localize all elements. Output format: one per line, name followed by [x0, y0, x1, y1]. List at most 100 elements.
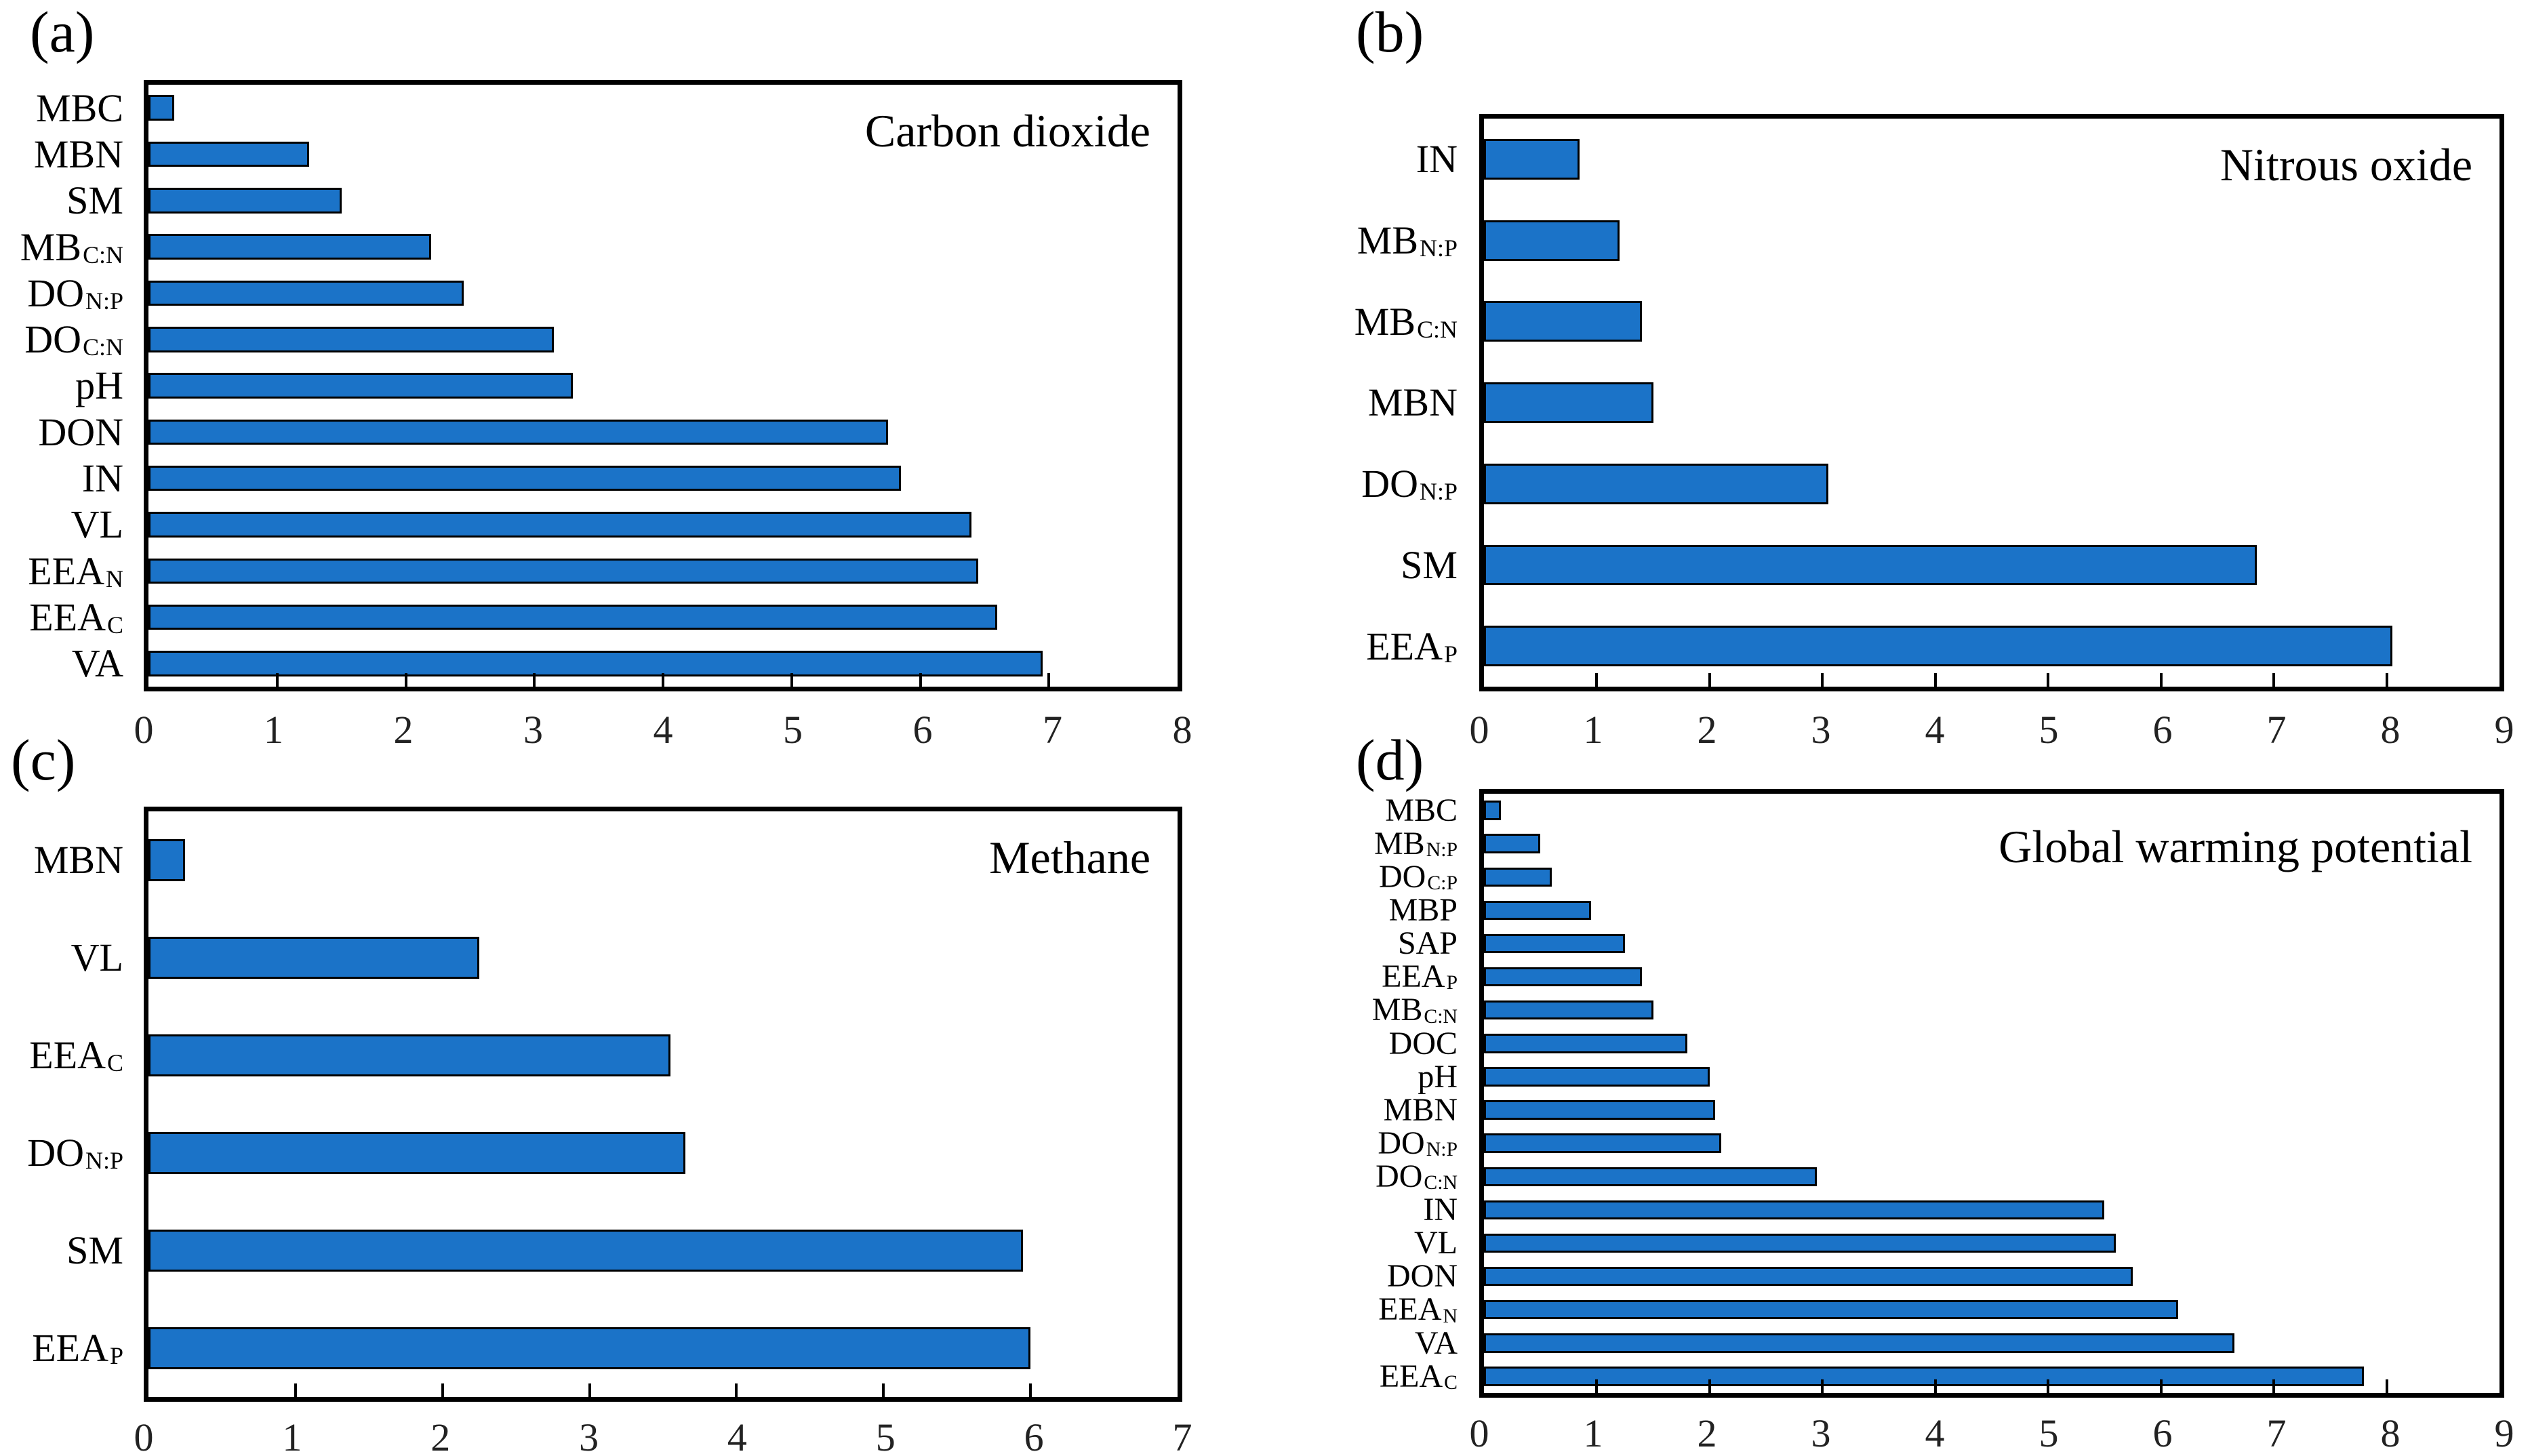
bar-row	[1484, 1027, 2499, 1060]
panel-a-title: Carbon dioxide	[864, 105, 1150, 157]
category-label-text: pH	[1418, 1058, 1458, 1095]
tick-label: 3	[1811, 1411, 1831, 1455]
bar	[1484, 933, 1626, 954]
category-label: MB C:N	[1288, 281, 1470, 362]
bar	[1484, 544, 2257, 586]
category-label: EEA P	[1288, 960, 1470, 994]
category-label-text: pH	[75, 363, 123, 408]
bar	[1484, 1100, 1716, 1120]
category-label: EEA C	[0, 1007, 136, 1104]
tick-mark	[1933, 673, 1937, 687]
tick-label: 1	[1583, 1411, 1603, 1455]
category-label-text: MBN	[1367, 380, 1458, 425]
bar	[148, 839, 186, 881]
tick-mark	[404, 673, 407, 687]
bar	[1484, 1034, 1687, 1053]
bar	[1484, 1167, 1817, 1186]
bar	[148, 512, 972, 538]
category-label-subscript: C:N	[1424, 1171, 1458, 1194]
category-label-text: DO	[1378, 1125, 1425, 1161]
bar-row	[1484, 605, 2499, 687]
bar	[1484, 220, 1620, 261]
tick-label: 8	[1172, 708, 1192, 752]
tick-label: 7	[1172, 1415, 1192, 1456]
category-label-subscript: C:N	[83, 333, 123, 361]
bar	[148, 419, 889, 445]
bar	[1484, 1233, 2116, 1253]
tick-label: 5	[783, 708, 803, 752]
tick-mark	[441, 1383, 444, 1397]
bar-row	[1484, 794, 2499, 827]
category-label: IN	[0, 456, 136, 502]
tick-label: 0	[1469, 708, 1489, 752]
bar	[1484, 1200, 2105, 1220]
tick-label: 6	[912, 708, 933, 752]
bar-row	[1484, 443, 2499, 525]
bar	[1484, 301, 1643, 342]
category-label-subscript: C	[107, 611, 123, 639]
bar	[148, 1327, 1031, 1369]
tick-label: 8	[2380, 708, 2401, 752]
bar	[148, 1034, 670, 1076]
category-label-text: MB	[20, 224, 82, 269]
category-label-text: VA	[71, 641, 123, 686]
category-label: MBN	[1288, 1093, 1470, 1127]
category-label-text: DO	[24, 317, 82, 362]
category-label-subscript: C	[1444, 1371, 1458, 1394]
category-label: DO N:P	[0, 1104, 136, 1202]
panel-c-category-labels: MBN VL EEA C DO N:P SM EEA P	[0, 811, 136, 1397]
category-label: VL	[1288, 1226, 1470, 1259]
tick-mark	[1821, 673, 1824, 687]
tick-label: 8	[2380, 1411, 2401, 1455]
bar-row	[148, 317, 1178, 363]
category-label: VL	[0, 909, 136, 1007]
category-label-text: EEA	[28, 548, 105, 593]
tick-label: 6	[2152, 708, 2173, 752]
category-label: DO C:P	[1288, 860, 1470, 893]
bar-row	[148, 131, 1178, 177]
tick-label: 1	[264, 708, 283, 752]
bar-row	[148, 548, 1178, 594]
category-label: EEA N	[0, 548, 136, 594]
tick-label: 4	[727, 1415, 747, 1456]
category-label-subscript: N:P	[1426, 1138, 1458, 1161]
category-label-text: SM	[66, 1228, 123, 1273]
category-label: IN	[1288, 1193, 1470, 1226]
category-label-subscript: N	[106, 565, 123, 592]
bar-row	[1484, 1360, 2499, 1393]
tick-mark	[1708, 673, 1711, 687]
tick-label: 9	[2494, 1411, 2514, 1455]
category-label-subscript: C	[107, 1049, 123, 1077]
bar	[1484, 1299, 2178, 1320]
category-label-text: SM	[66, 178, 123, 223]
category-label-subscript: N:P	[85, 1147, 123, 1175]
bar	[148, 465, 902, 491]
bar-row	[148, 1202, 1178, 1299]
bar-row	[148, 811, 1178, 909]
bar-row	[148, 85, 1178, 131]
category-label: EEA N	[1288, 1293, 1470, 1327]
category-label-text: DO	[1376, 1158, 1423, 1194]
category-label: EEA C	[0, 594, 136, 640]
tick-mark	[1595, 673, 1599, 687]
panel-b-corner-label: (b)	[1356, 0, 1424, 64]
tick-mark	[2272, 1379, 2276, 1393]
bar-row	[148, 224, 1178, 270]
category-label-text: MB	[1374, 825, 1425, 862]
category-label-text: MBP	[1388, 892, 1458, 929]
bar-row	[148, 409, 1178, 455]
category-label: DOC	[1288, 1027, 1470, 1060]
bar-row	[148, 641, 1178, 687]
bar	[148, 326, 554, 352]
tick-label: 3	[1811, 708, 1831, 752]
category-label: VA	[1288, 1327, 1470, 1360]
bar	[1484, 967, 1643, 987]
tick-label: 7	[2266, 708, 2287, 752]
bar-row	[148, 1104, 1178, 1202]
tick-mark	[588, 1383, 591, 1397]
bar-row	[1484, 1193, 2499, 1226]
category-label: DO N:P	[1288, 1127, 1470, 1160]
bar	[1484, 1000, 1653, 1020]
category-label: DON	[0, 409, 136, 455]
